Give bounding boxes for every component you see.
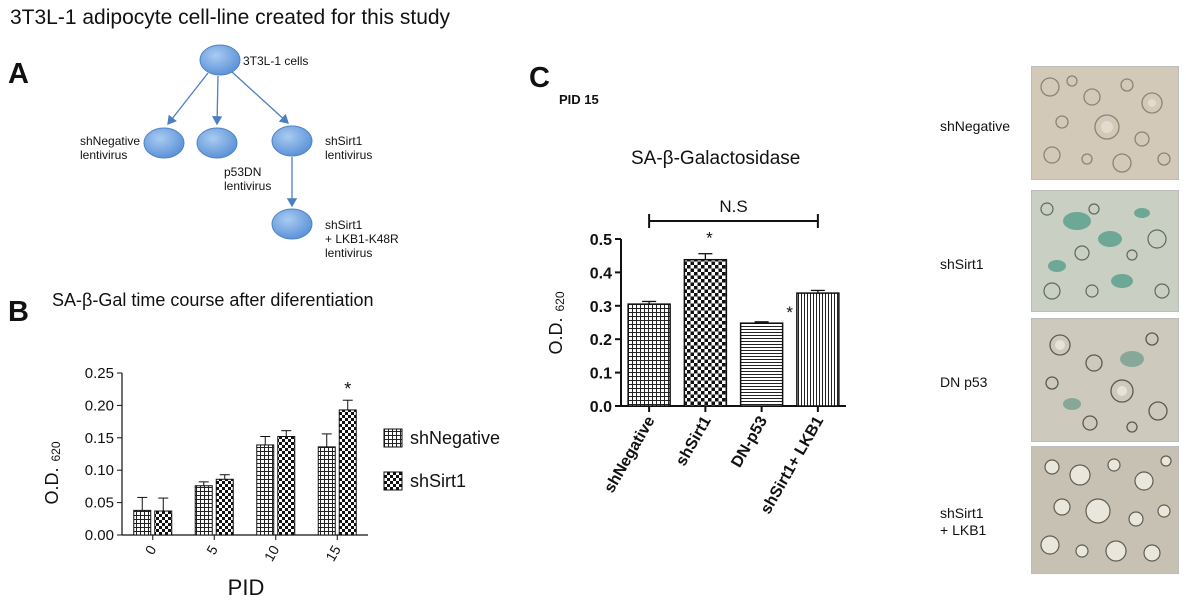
panel-b-title: SA-β-Gal time course after diferentiatio… [52, 290, 374, 310]
bar-shSirt1-5 [215, 478, 234, 536]
y-tick-label: 0.3 [590, 299, 612, 316]
panel-c-subtitle: PID 15 [559, 92, 599, 107]
panel-b-ylabel: O.D.620 [42, 441, 63, 504]
panel-a-letter: A [8, 58, 29, 90]
cells-image [1032, 319, 1178, 441]
figure-title: 3T3L-1 adipocyte cell-line created for t… [10, 6, 451, 29]
micrograph-label-1: shNegative [940, 118, 1011, 134]
panel-b-letter: B [8, 296, 29, 328]
legend-label: shSirt1 [410, 471, 466, 491]
x-tick-label: DN-p53 [728, 413, 771, 470]
y-tick-label: 0.15 [85, 430, 114, 447]
y-tick-label: 0.0 [590, 399, 612, 416]
panel-b-legend: shNegative shSirt1 [383, 428, 500, 491]
p53dn-node-label: p53DN lentivirus [224, 165, 272, 193]
micrograph-shsirt1 [1031, 190, 1179, 312]
shsirt1-node [271, 125, 313, 157]
x-tick-label: shSirt1+ LKB1 [758, 413, 828, 517]
y-tick-label: 0.00 [85, 527, 114, 544]
root-node [199, 44, 241, 76]
bar-shSirt1-15 [338, 409, 357, 536]
y-tick-label: 0.05 [85, 495, 114, 512]
bar-shNegative-15 [317, 446, 336, 536]
cells-image [1032, 447, 1178, 573]
x-tick-label: shSirt1 [673, 413, 715, 469]
panel-c-chart: 0.0 0.1 0.2 0.3 0.4 0.5 * * shNegative shSirt1 D… [546, 197, 846, 517]
x-tick-label: 5 [203, 542, 221, 557]
shnegative-node-label: shNegative lentivirus [80, 134, 141, 162]
lkb1-node-label: shSirt1 + LKB1-K48R lentivirus [325, 218, 399, 260]
significance-mark: * [786, 303, 793, 322]
x-tick-label: 10 [261, 542, 283, 564]
legend-swatch [383, 428, 403, 448]
panel-c-title: SA-β-Galactosidase [631, 148, 801, 169]
bar-shSirt1-0 [154, 510, 173, 536]
y-tick-label: 0.5 [590, 232, 612, 249]
y-tick-label: 0.25 [85, 365, 114, 382]
legend-label: shNegative [410, 428, 500, 448]
bar-shNegative-5 [194, 485, 213, 536]
x-tick-label: 15 [322, 542, 344, 564]
significance-mark: * [706, 229, 713, 248]
panel-c-letter: C [529, 62, 550, 94]
micrograph-dn-p53 [1031, 318, 1179, 442]
arrow-root-shnegative [167, 72, 209, 126]
y-tick-label: 0.20 [85, 397, 114, 414]
y-tick-label: 0.4 [590, 265, 612, 282]
bar-shSirt1-10 [277, 436, 296, 536]
p53dn-node [196, 127, 238, 159]
arrow-root-p53dn [211, 75, 223, 126]
legend-swatch [383, 471, 403, 491]
micrograph-label-4: shSirt1 + LKB1 [940, 505, 987, 538]
ns-label: N.S [719, 197, 747, 216]
panel-b-chart: 0.00 0.05 0.10 0.15 0.20 0.25 * 0 5 10 15 O.D.62… [42, 365, 500, 600]
bar-shNegative-0 [133, 509, 152, 536]
panel-c-ylabel: O.D.620 [546, 291, 567, 354]
y-tick-label: 0.10 [85, 462, 114, 479]
shnegative-node [143, 127, 185, 159]
lkb1-node [271, 208, 313, 240]
bar-shSirt1+ LKB1 [796, 292, 840, 407]
bar-DN-p53 [739, 322, 784, 407]
panel-a-diagram [143, 44, 313, 240]
bar-shSirt1 [683, 258, 728, 407]
panel-b-xlabel: PID [228, 575, 265, 600]
arrow-root-shsirt1 [231, 71, 289, 124]
cells-image [1032, 67, 1178, 179]
cells-image [1032, 191, 1178, 311]
y-tick-label: 0.2 [590, 332, 612, 349]
bar-shNegative-10 [256, 444, 275, 536]
y-tick-label: 0.1 [590, 366, 612, 383]
x-tick-label: 0 [142, 542, 160, 557]
x-tick-label: shNegative [601, 413, 658, 496]
bar-shNegative [627, 303, 671, 407]
significance-mark: * [344, 379, 351, 399]
micrograph-shnegative [1031, 66, 1179, 180]
micrograph-shsirt1-lkb1 [1031, 446, 1179, 574]
micrograph-label-2: shSirt1 [940, 256, 984, 272]
shsirt1-node-label: shSirt1 lentivirus [325, 134, 373, 162]
root-node-label: 3T3L-1 cells [243, 54, 309, 68]
micrograph-label-3: DN p53 [940, 374, 988, 390]
